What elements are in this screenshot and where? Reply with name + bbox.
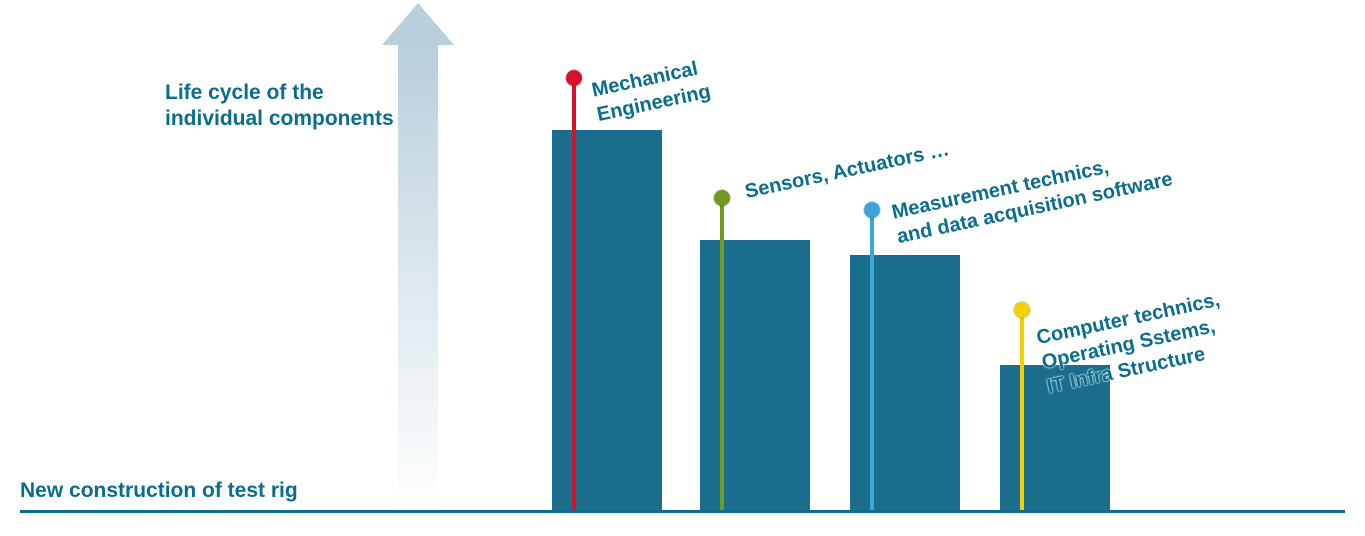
bar-label-1: Mechanical Engineering bbox=[590, 55, 713, 128]
bar-1 bbox=[552, 130, 662, 510]
y-axis-arrow-head bbox=[382, 3, 454, 45]
pin-dot-4 bbox=[1014, 302, 1030, 318]
y-axis-title: Life cycle of the individual components bbox=[165, 80, 394, 133]
pin-line-4 bbox=[1020, 310, 1024, 510]
y-axis-arrow-shaft bbox=[398, 45, 438, 510]
bar-2 bbox=[700, 240, 810, 510]
bar-3 bbox=[850, 255, 960, 510]
x-axis-title: New construction of test rig bbox=[20, 478, 298, 504]
bar-label-4: Computer technics, Operating Sstems, IT … bbox=[1034, 288, 1232, 400]
pin-dot-2 bbox=[714, 190, 730, 206]
x-axis-baseline bbox=[20, 510, 1345, 513]
chart-stage: Life cycle of the individual components N… bbox=[0, 0, 1365, 536]
pin-line-2 bbox=[720, 198, 724, 510]
pin-dot-3 bbox=[864, 202, 880, 218]
pin-dot-1 bbox=[566, 70, 582, 86]
pin-line-3 bbox=[870, 210, 874, 510]
pin-line-1 bbox=[572, 78, 576, 510]
